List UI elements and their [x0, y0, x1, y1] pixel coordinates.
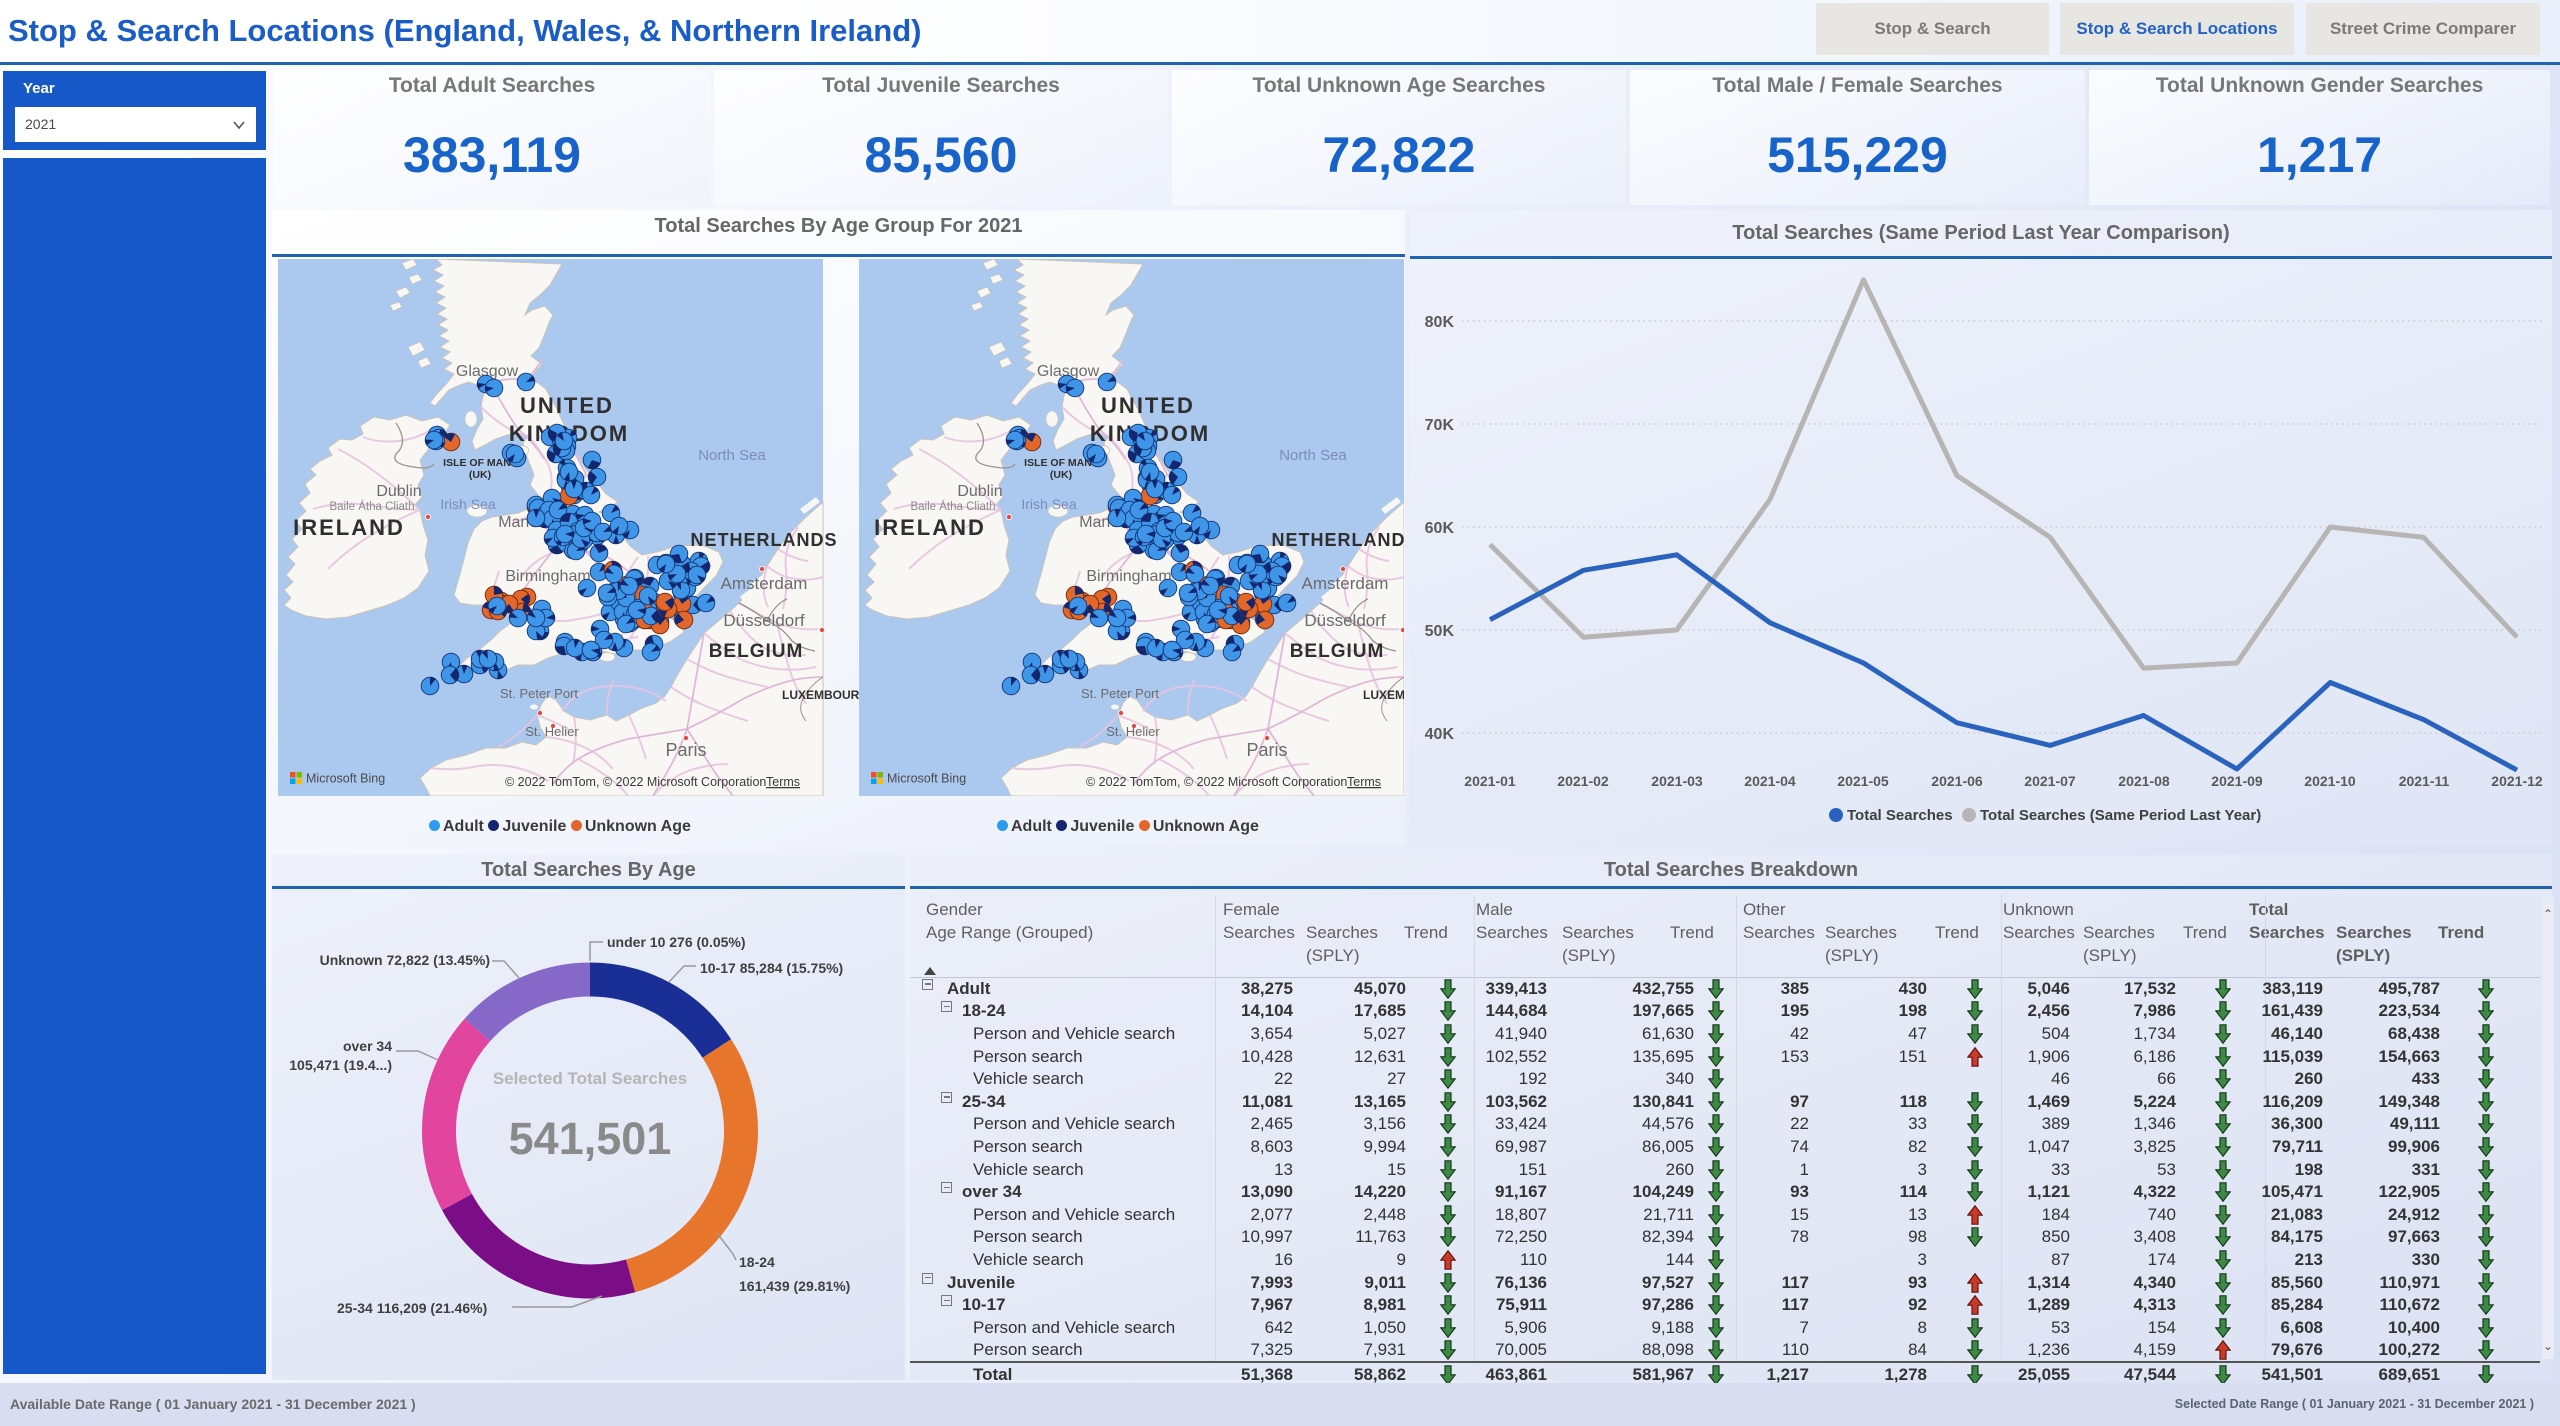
svg-text:BELGIUM: BELGIUM — [709, 641, 804, 662]
svg-text:80K: 80K — [1425, 314, 1455, 331]
svg-text:Birmingham: Birmingham — [505, 568, 590, 585]
svg-text:North Sea: North Sea — [698, 447, 766, 464]
svg-text:2021-03: 2021-03 — [1651, 773, 1703, 789]
svg-text:ISLE OF MAN: ISLE OF MAN — [443, 457, 511, 469]
svg-text:2021-01: 2021-01 — [1464, 773, 1516, 789]
svg-text:Düsseldorf: Düsseldorf — [723, 611, 805, 630]
svg-text:Glasgow: Glasgow — [456, 363, 519, 380]
svg-text:© 2022 TomTom, © 2022 Microsof: © 2022 TomTom, © 2022 Microsoft Corporat… — [505, 775, 766, 789]
svg-text:2021-02: 2021-02 — [1557, 773, 1609, 789]
svg-text:UNITED: UNITED — [520, 393, 614, 418]
svg-text:LUXEMBOURG: LUXEMBOURG — [782, 688, 869, 702]
svg-text:70K: 70K — [1425, 417, 1455, 434]
svg-text:2021-11: 2021-11 — [2399, 773, 2450, 789]
svg-text:2021-04: 2021-04 — [1744, 773, 1796, 789]
svg-text:2021-09: 2021-09 — [2211, 773, 2263, 789]
svg-text:2021-12: 2021-12 — [2491, 773, 2543, 789]
svg-text:St. Peter Port: St. Peter Port — [500, 686, 578, 701]
svg-text:St. Helier: St. Helier — [525, 724, 579, 739]
svg-text:IRELAND: IRELAND — [293, 515, 405, 540]
svg-text:2021-08: 2021-08 — [2118, 773, 2170, 789]
svg-text:2021-07: 2021-07 — [2024, 773, 2076, 789]
svg-text:Irish Sea: Irish Sea — [440, 496, 495, 512]
svg-text:2021-06: 2021-06 — [1931, 773, 1983, 789]
svg-text:60K: 60K — [1425, 520, 1455, 537]
svg-text:Total Searches (Same Period La: Total Searches (Same Period Last Year) — [1980, 807, 2261, 824]
svg-text:Baile Átha Cliath: Baile Átha Cliath — [329, 500, 414, 513]
svg-text:(UK): (UK) — [469, 469, 491, 481]
svg-text:2021-10: 2021-10 — [2304, 773, 2356, 789]
svg-text:2021-05: 2021-05 — [1837, 773, 1889, 789]
svg-text:Total Searches: Total Searches — [1847, 807, 1953, 824]
svg-text:Dublin: Dublin — [376, 483, 421, 500]
svg-text:Terms: Terms — [766, 775, 800, 789]
svg-text:50K: 50K — [1425, 623, 1455, 640]
svg-text:40K: 40K — [1425, 726, 1455, 743]
svg-text:Microsoft Bing: Microsoft Bing — [306, 772, 385, 786]
svg-text:Amsterdam: Amsterdam — [721, 574, 808, 593]
svg-text:NETHERLANDS: NETHERLANDS — [690, 530, 837, 550]
svg-text:Paris: Paris — [665, 740, 706, 760]
